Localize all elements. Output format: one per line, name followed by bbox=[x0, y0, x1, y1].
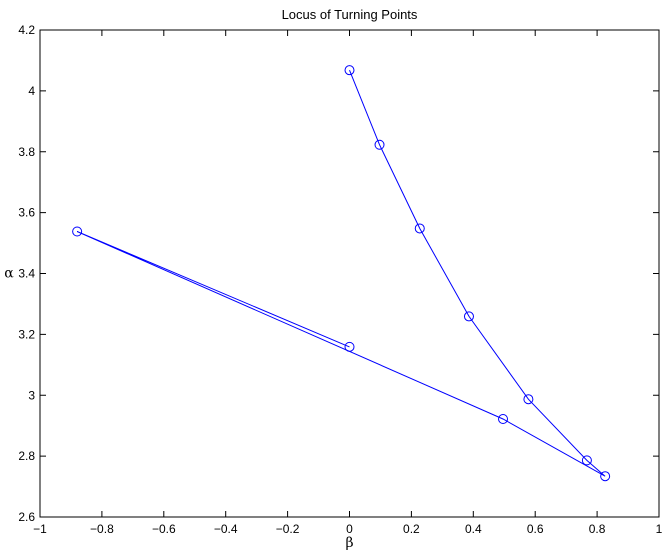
series-line bbox=[76, 70, 606, 477]
data-point bbox=[344, 341, 355, 352]
data-point bbox=[414, 223, 425, 234]
x-axis-label: β bbox=[345, 535, 353, 551]
y-axis-label: α bbox=[4, 266, 14, 282]
y-tick-label: 3.2 bbox=[18, 327, 35, 341]
y-tick-label: 3.4 bbox=[18, 267, 35, 281]
series-markers bbox=[72, 65, 611, 482]
y-tick-label: 2.6 bbox=[18, 510, 35, 524]
y-tick-label: 2.8 bbox=[18, 449, 35, 463]
plot-area bbox=[39, 29, 660, 518]
data-point bbox=[72, 226, 83, 237]
x-tick-label: 0.4 bbox=[465, 522, 482, 536]
y-tick-label: 4 bbox=[28, 84, 35, 98]
x-tick-label: −0.6 bbox=[152, 522, 176, 536]
x-tick-label: 0 bbox=[346, 522, 353, 536]
data-point bbox=[581, 455, 592, 466]
x-tick-label: 0.2 bbox=[403, 522, 420, 536]
data-point bbox=[374, 139, 385, 150]
y-tick-label: 3.8 bbox=[18, 145, 35, 159]
data-point bbox=[344, 65, 355, 76]
x-tick-label: −0.4 bbox=[214, 522, 238, 536]
data-point bbox=[600, 471, 611, 482]
x-tick-label: −0.8 bbox=[90, 522, 114, 536]
data-point bbox=[498, 413, 509, 424]
data-point bbox=[463, 311, 474, 322]
x-tick-label: −1 bbox=[33, 522, 47, 536]
axis-ticks bbox=[39, 29, 660, 518]
y-tick-label: 4.2 bbox=[18, 23, 35, 37]
x-tick-label: 1 bbox=[656, 522, 663, 536]
x-tick-label: −0.2 bbox=[276, 522, 300, 536]
x-tick-label: 0.6 bbox=[527, 522, 544, 536]
y-tick-label: 3 bbox=[28, 388, 35, 402]
data-point bbox=[523, 394, 534, 405]
x-tick-label: 0.8 bbox=[589, 522, 606, 536]
tick-labels: −1 −0.8 −0.6 −0.4 −0.2 0 0.2 0.4 0.6 0.8 1 2.6 2.8 3 3… bbox=[18, 23, 662, 536]
y-tick-label: 3.6 bbox=[18, 206, 35, 220]
chart-title: Locus of Turning Points bbox=[282, 7, 418, 22]
